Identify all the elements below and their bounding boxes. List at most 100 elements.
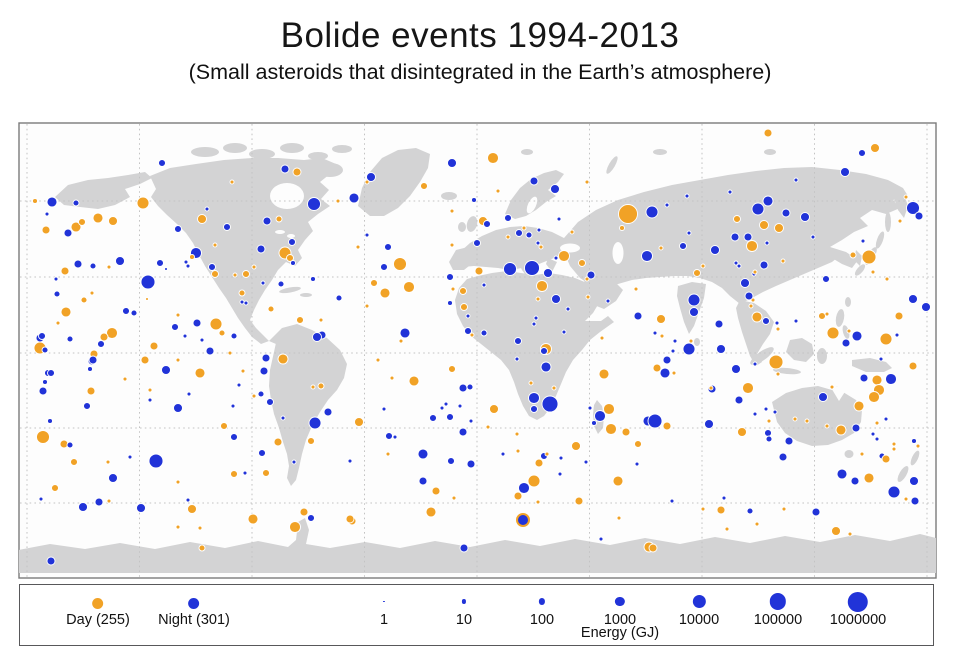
bolide-day-dot <box>708 385 714 391</box>
bolide-night-dot <box>471 197 477 203</box>
bolide-night-dot <box>800 212 810 222</box>
energy-scale-item: 1000 <box>604 591 636 628</box>
bolide-night-dot <box>836 468 848 480</box>
bolide-day-dot <box>618 204 638 224</box>
bolide-day-dot <box>229 179 235 185</box>
bolide-day-dot <box>616 515 622 521</box>
legend-day: Day (255) <box>66 598 130 628</box>
bolide-night-dot <box>483 220 491 228</box>
bolide-night-dot <box>887 485 901 499</box>
bolide-night-dot <box>524 260 540 276</box>
bolide-night-dot <box>130 309 138 317</box>
bolide-night-dot <box>384 243 392 251</box>
land-new-zealand <box>910 450 920 466</box>
bolide-day-dot <box>521 225 527 231</box>
bolide-night-dot <box>199 337 205 343</box>
bolide-night-dot <box>874 436 880 442</box>
events-layer <box>32 128 931 566</box>
bolide-night-dot <box>323 407 333 417</box>
bolide-night-dot <box>161 365 171 375</box>
bolide-night-dot <box>380 263 388 271</box>
bolide-night-dot <box>46 556 56 566</box>
bolide-day-dot <box>318 317 324 323</box>
bolide-day-dot <box>688 338 694 344</box>
bolide-day-dot <box>569 229 575 235</box>
bolide-night-dot <box>66 335 74 343</box>
bolide-night-dot <box>908 294 918 304</box>
energy-scale-dot <box>538 598 546 605</box>
bolide-night-dot <box>543 268 553 278</box>
bolide-night-dot <box>851 423 861 433</box>
bolide-night-dot <box>763 406 769 412</box>
bolide-day-dot <box>598 368 610 380</box>
page-title: Bolide events 1994-2013 <box>280 16 680 55</box>
bolide-night-dot <box>242 470 248 476</box>
bolide-night-dot <box>259 366 269 376</box>
bolide-night-dot <box>503 262 517 276</box>
energy-scale-dot <box>383 600 385 603</box>
energy-scale-dot <box>769 593 787 610</box>
land-arctic-island <box>249 149 275 159</box>
bolide-day-dot <box>853 400 865 412</box>
bolide-night-dot <box>73 259 83 269</box>
bolide-night-dot <box>810 234 816 240</box>
bolide-night-dot <box>44 211 50 217</box>
bolide-day-dot <box>835 424 847 436</box>
bolide-day-dot <box>86 386 96 396</box>
bolide-day-dot <box>238 289 246 297</box>
bolide-day-dot <box>220 422 228 430</box>
bolide-night-dot <box>740 278 750 288</box>
bolide-day-dot <box>469 332 475 338</box>
bolide-day-dot <box>826 326 840 340</box>
bolide-day-dot <box>724 526 730 532</box>
bolide-day-dot <box>774 223 784 233</box>
bolide-day-dot <box>891 446 897 452</box>
bolide-night-dot <box>840 167 850 177</box>
bolide-day-dot <box>251 393 257 399</box>
bolide-day-dot <box>558 250 570 262</box>
bolide-day-dot <box>292 167 302 177</box>
bolide-night-dot <box>458 383 468 393</box>
bolide-day-dot <box>296 316 304 324</box>
land-svalbard <box>521 149 533 155</box>
energy-scale-item: 100000 <box>754 591 802 628</box>
bolide-night-dot <box>583 459 589 465</box>
bolide-day-dot <box>240 368 246 374</box>
bolide-night-dot <box>480 329 488 337</box>
bolide-night-dot <box>714 319 724 329</box>
bolide-night-dot <box>236 382 242 388</box>
bolide-day-dot <box>70 221 82 233</box>
bolide-night-dot <box>652 330 658 336</box>
bolide-night-dot <box>392 434 398 440</box>
bolide-night-dot <box>811 507 821 517</box>
bolide-night-dot <box>558 455 564 461</box>
land-arctic-island <box>332 145 352 153</box>
bolide-night-dot <box>514 356 520 362</box>
bolide-day-dot <box>345 514 355 524</box>
bolide-night-dot <box>230 332 238 340</box>
bolide-day-dot <box>425 506 437 518</box>
land-new-siberian <box>764 149 776 155</box>
bolide-night-dot <box>47 418 53 424</box>
bolide-night-dot <box>183 259 189 265</box>
bolide-night-dot <box>591 420 597 426</box>
bolide-night-dot <box>53 290 61 298</box>
bolide-night-dot <box>347 458 353 464</box>
bolide-night-dot <box>778 452 788 462</box>
bolide-day-dot <box>742 382 754 394</box>
bolide-night-dot <box>516 513 530 527</box>
bolide-night-dot <box>551 294 561 304</box>
bolide-night-dot <box>140 274 156 290</box>
bolide-night-dot <box>734 395 744 405</box>
bolide-night-dot <box>679 242 687 250</box>
land-sulawesi <box>817 348 827 364</box>
bolide-night-dot <box>781 208 791 218</box>
bolide-night-dot <box>687 293 701 307</box>
bolide-night-dot <box>418 476 428 486</box>
bolide-day-dot <box>903 194 909 200</box>
bolide-night-dot <box>312 332 322 342</box>
energy-scale-item: 100 <box>530 591 554 628</box>
bolide-night-dot <box>429 414 437 422</box>
land-japan <box>875 231 885 249</box>
bolide-night-dot <box>883 416 889 422</box>
